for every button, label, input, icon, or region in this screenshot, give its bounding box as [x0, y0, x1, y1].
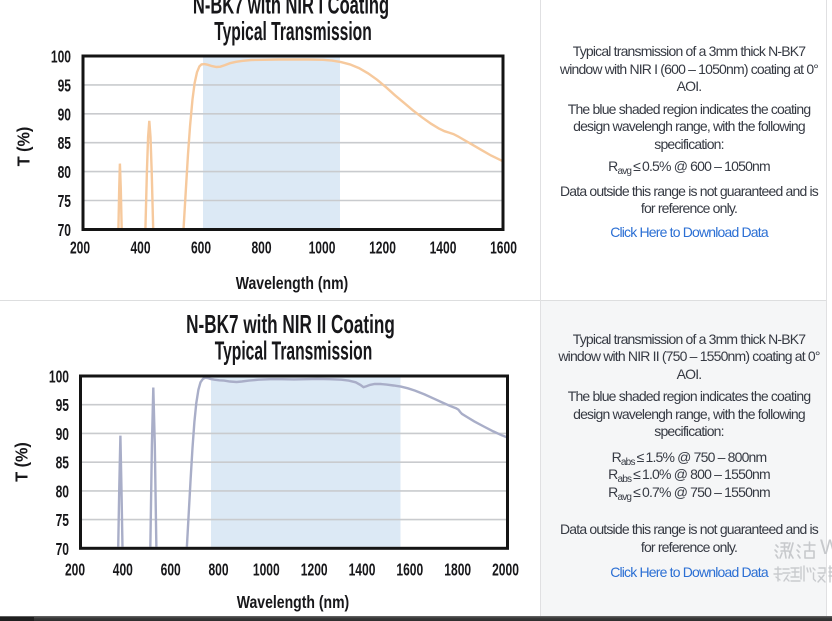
- svg-text:Typical Transmission: Typical Transmission: [214, 17, 371, 46]
- svg-text:80: 80: [56, 482, 69, 502]
- svg-text:1400: 1400: [430, 238, 457, 258]
- svg-text:600: 600: [191, 238, 211, 258]
- svg-text:T (%): T (%): [12, 442, 32, 482]
- svg-text:80: 80: [58, 163, 71, 183]
- svg-text:800: 800: [251, 238, 271, 258]
- svg-text:600: 600: [161, 560, 181, 580]
- svg-text:70: 70: [56, 540, 69, 560]
- svg-text:70: 70: [58, 221, 71, 241]
- svg-text:N-BK7 with NIR I Coating: N-BK7 with NIR I Coating: [193, 0, 389, 19]
- svg-text:1600: 1600: [396, 560, 423, 580]
- svg-text:1600: 1600: [490, 238, 517, 258]
- svg-text:1000: 1000: [253, 560, 280, 580]
- svg-text:800: 800: [208, 560, 228, 580]
- svg-text:1000: 1000: [309, 238, 336, 258]
- svg-text:95: 95: [56, 396, 70, 416]
- svg-text:400: 400: [113, 560, 133, 580]
- svg-text:1200: 1200: [301, 560, 328, 580]
- svg-text:1200: 1200: [369, 238, 396, 258]
- svg-text:200: 200: [70, 238, 90, 258]
- svg-text:85: 85: [58, 134, 72, 154]
- svg-text:100: 100: [49, 367, 69, 387]
- svg-text:200: 200: [65, 560, 85, 580]
- svg-text:95: 95: [58, 76, 72, 96]
- svg-text:T (%): T (%): [14, 127, 34, 167]
- svg-text:1800: 1800: [444, 560, 471, 580]
- svg-text:N-BK7 with NIR II Coating: N-BK7 with NIR II Coating: [186, 309, 395, 339]
- svg-text:2000: 2000: [492, 560, 519, 580]
- svg-text:Wavelength (nm): Wavelength (nm): [236, 273, 348, 293]
- svg-text:85: 85: [56, 453, 70, 473]
- svg-text:75: 75: [56, 511, 70, 531]
- svg-text:90: 90: [58, 105, 71, 125]
- svg-text:Typical Transmission: Typical Transmission: [215, 336, 372, 365]
- svg-text:1400: 1400: [349, 560, 376, 580]
- svg-text:100: 100: [51, 47, 71, 67]
- svg-text:Wavelength (nm): Wavelength (nm): [237, 592, 349, 612]
- svg-text:75: 75: [58, 192, 72, 212]
- svg-text:400: 400: [130, 238, 150, 258]
- svg-text:90: 90: [56, 425, 69, 445]
